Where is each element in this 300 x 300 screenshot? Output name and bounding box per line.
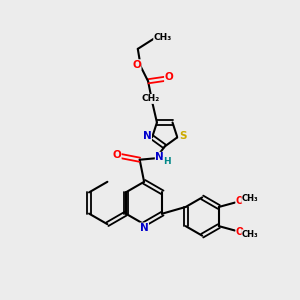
Text: N: N: [143, 131, 152, 141]
Text: O: O: [132, 60, 141, 70]
Text: N: N: [140, 223, 148, 233]
Text: O: O: [165, 72, 173, 82]
Text: H: H: [163, 157, 171, 166]
Text: S: S: [179, 131, 186, 141]
Text: CH₃: CH₃: [242, 194, 259, 203]
Text: N: N: [155, 152, 164, 162]
Text: CH₃: CH₃: [154, 33, 172, 42]
Text: O: O: [236, 196, 244, 206]
Text: CH₂: CH₂: [142, 94, 160, 103]
Text: CH₃: CH₃: [242, 230, 259, 239]
Text: O: O: [236, 227, 244, 237]
Text: O: O: [112, 150, 121, 160]
